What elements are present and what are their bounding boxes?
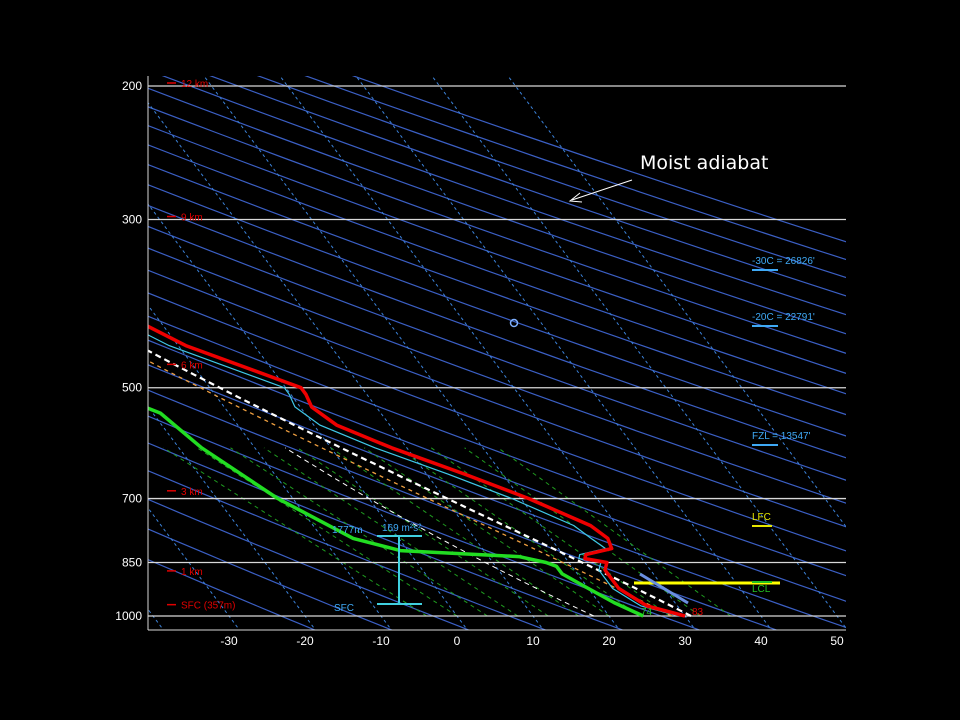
dry-adiabat-line xyxy=(148,204,846,459)
isotherm-line xyxy=(148,405,317,630)
helicity-value-label: 169 m²s² xyxy=(382,523,422,534)
pressure-tick-label: 500 xyxy=(122,381,142,395)
mixing-ratio-line xyxy=(364,447,610,617)
dry-adiabat-line xyxy=(148,106,846,354)
isotherm-line xyxy=(203,76,621,630)
temperature-tick-label: -30 xyxy=(220,634,238,648)
surface-dewpoint-label: 74 xyxy=(641,607,653,618)
dry-adiabat-line xyxy=(148,415,702,630)
dry-adiabat-line xyxy=(148,269,846,528)
dry-adiabat-line xyxy=(161,76,846,316)
height-label: 9 km xyxy=(181,213,203,224)
isotherm-line xyxy=(279,76,697,630)
dry-adiabat-line xyxy=(209,76,846,297)
dry-adiabat-line xyxy=(148,339,846,602)
temperature-line xyxy=(148,324,686,618)
dry-adiabat-line xyxy=(148,163,846,416)
surface-parcel-segment xyxy=(639,572,689,605)
surface-temp-label: 83 xyxy=(692,607,704,618)
dry-adiabat-line xyxy=(148,144,846,395)
dry-adiabat-line xyxy=(148,292,846,552)
dry-adiabat-line xyxy=(256,76,846,279)
pressure-tick-labels: 200 300 500 700 850 1000 xyxy=(115,79,142,623)
dry-adiabat-line xyxy=(148,124,846,374)
parcel-orange-line xyxy=(148,360,672,617)
dewpoint-line xyxy=(148,406,644,618)
mixing-ratio-line xyxy=(330,447,579,617)
moist-adiabat-line xyxy=(148,349,692,617)
height-label: 6 km xyxy=(181,360,203,371)
temperature-tick-labels: -30 -20 -10 0 10 20 30 40 50 xyxy=(220,634,844,648)
mixing-ratio-line xyxy=(263,447,519,617)
dry-adiabat-line xyxy=(304,76,846,261)
height-label: 12 km xyxy=(181,79,208,90)
sfc-label: SFC xyxy=(334,603,354,614)
helicity-height-label: 1777m xyxy=(332,525,363,536)
temperature-tick-label: 10 xyxy=(526,634,540,648)
freezing-level-label: FZL = 13547' xyxy=(752,431,811,442)
height-label: SFC (357m) xyxy=(181,601,235,612)
dry-adiabat-line xyxy=(148,247,846,504)
minus30-height-label: -30C = 26826' xyxy=(752,256,815,267)
temperature-tick-label: 20 xyxy=(602,634,616,648)
wetbulb-line xyxy=(284,447,595,617)
dry-adiabat-line xyxy=(148,184,846,437)
lcl-label: LCL xyxy=(752,584,771,595)
isotherm-line xyxy=(507,76,846,528)
pressure-tick-label: 700 xyxy=(122,492,142,506)
dry-adiabat-line xyxy=(148,498,471,630)
minus20-height-label: -20C = 22791' xyxy=(752,312,815,323)
lfc-label: LFC xyxy=(752,512,771,523)
dry-adiabat-line xyxy=(148,225,846,481)
callout-arrow xyxy=(571,179,633,201)
isotherms xyxy=(148,76,846,630)
dry-adiabat-line xyxy=(148,315,846,577)
dry-adiabat-line xyxy=(148,528,394,630)
temperature-tick-label: -20 xyxy=(296,634,314,648)
pressure-tick-label: 1000 xyxy=(115,609,142,623)
helicity-bar xyxy=(377,535,422,605)
pressure-tick-label: 850 xyxy=(122,555,142,569)
callout-arrowhead xyxy=(568,192,583,203)
mixing-ratio-line xyxy=(196,447,458,617)
height-label: 1 km xyxy=(181,567,203,578)
temperature-tick-label: 30 xyxy=(678,634,692,648)
dry-adiabats xyxy=(148,76,846,630)
isotherm-line xyxy=(148,507,241,630)
temperature-tick-label: 50 xyxy=(830,634,844,648)
temperature-tick-label: 40 xyxy=(754,634,768,648)
mixing-ratio-line xyxy=(230,447,488,617)
temperature-tick-label: 0 xyxy=(454,634,461,648)
moist-adiabat-callout: Moist adiabat xyxy=(640,152,769,174)
pressure-tick-label: 200 xyxy=(122,79,142,93)
height-label: 3 km xyxy=(181,487,203,498)
mixing-ratio-line xyxy=(297,447,549,617)
isotherm-line xyxy=(148,101,545,630)
isotherm-line xyxy=(431,76,846,629)
height-labels: 12 km 9 km 6 km 3 km 1 km SFC (357m) xyxy=(167,79,235,612)
sounding-marker xyxy=(509,318,519,328)
dry-adiabat-line xyxy=(148,470,548,630)
pressure-tick-label: 300 xyxy=(122,213,142,227)
dry-adiabat-line xyxy=(148,87,846,335)
isobars xyxy=(148,85,846,617)
sounding-series xyxy=(148,324,686,618)
parcel-traces xyxy=(148,349,692,617)
isotherm-line xyxy=(355,76,773,630)
temperature-tick-label: -10 xyxy=(372,634,390,648)
